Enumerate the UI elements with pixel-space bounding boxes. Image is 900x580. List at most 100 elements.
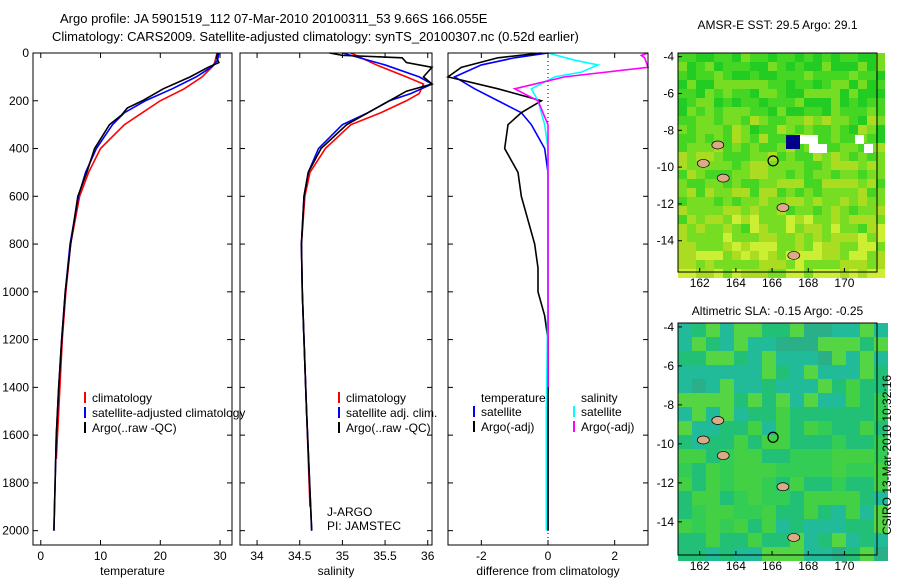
map-cell bbox=[750, 89, 759, 98]
map-cell bbox=[705, 80, 714, 89]
map-cell bbox=[734, 491, 748, 505]
map-cell bbox=[804, 71, 813, 80]
map-cell bbox=[696, 242, 705, 251]
map-cell bbox=[777, 197, 786, 206]
map-cell bbox=[858, 197, 867, 206]
map-cell bbox=[776, 505, 790, 519]
map-cell bbox=[723, 188, 732, 197]
map-cell bbox=[705, 125, 714, 134]
map-cell bbox=[759, 125, 768, 134]
map-cell bbox=[762, 533, 776, 547]
map-cell bbox=[768, 242, 777, 251]
map-cell bbox=[748, 365, 762, 379]
map-cell bbox=[795, 188, 804, 197]
map-cell bbox=[696, 107, 705, 116]
y-tick-label: 1400 bbox=[2, 380, 29, 394]
map-cell bbox=[777, 233, 786, 242]
map-cell bbox=[849, 62, 858, 71]
map-cell bbox=[714, 161, 723, 170]
map-cell bbox=[840, 143, 849, 152]
map-cell bbox=[678, 365, 692, 379]
map-cell bbox=[867, 251, 876, 260]
map-cell bbox=[750, 134, 759, 143]
map-cell bbox=[860, 547, 874, 561]
map-cell bbox=[706, 547, 720, 561]
map-cell bbox=[759, 143, 768, 152]
y-tick-label: 200 bbox=[9, 94, 29, 108]
map-cell bbox=[720, 491, 734, 505]
map-cell bbox=[876, 269, 885, 278]
map-cell bbox=[741, 215, 750, 224]
map-cell bbox=[678, 179, 687, 188]
map-cell bbox=[818, 337, 832, 351]
map-cell bbox=[786, 215, 795, 224]
map-cell bbox=[846, 351, 860, 365]
map-cell bbox=[687, 62, 696, 71]
missing-data-cell bbox=[855, 135, 864, 144]
map-cell bbox=[813, 80, 822, 89]
map-cell bbox=[759, 98, 768, 107]
map-cell bbox=[858, 269, 867, 278]
map-cell bbox=[822, 215, 831, 224]
map-cell bbox=[678, 435, 692, 449]
map-cell bbox=[759, 71, 768, 80]
map-cell bbox=[723, 80, 732, 89]
map-cell bbox=[714, 251, 723, 260]
map-cell bbox=[706, 491, 720, 505]
map-cell bbox=[804, 242, 813, 251]
map-cell bbox=[795, 269, 804, 278]
map-cell bbox=[734, 505, 748, 519]
map-cell bbox=[867, 80, 876, 89]
x-tick-label: 164 bbox=[726, 559, 746, 573]
map-cell bbox=[723, 143, 732, 152]
map-cell bbox=[732, 224, 741, 233]
map-cell bbox=[705, 71, 714, 80]
missing-data-cell bbox=[809, 144, 818, 153]
map-cell bbox=[768, 260, 777, 269]
map-cell bbox=[734, 463, 748, 477]
map-cell bbox=[831, 215, 840, 224]
map-cell bbox=[748, 337, 762, 351]
map-cell bbox=[813, 188, 822, 197]
map-cell bbox=[678, 98, 687, 107]
map-cell bbox=[714, 71, 723, 80]
legend-label: satellite bbox=[481, 405, 522, 419]
map-cell bbox=[706, 393, 720, 407]
map-cell bbox=[804, 197, 813, 206]
map-cell bbox=[832, 533, 846, 547]
map-cell bbox=[831, 89, 840, 98]
map-cell bbox=[795, 233, 804, 242]
map-cell bbox=[795, 125, 804, 134]
legend-label: climatology bbox=[92, 391, 152, 405]
map-cell bbox=[867, 179, 876, 188]
map-cell bbox=[876, 215, 885, 224]
map-cell bbox=[748, 477, 762, 491]
map-cell bbox=[678, 161, 687, 170]
map-cell bbox=[696, 125, 705, 134]
map-cell bbox=[748, 407, 762, 421]
map-cell bbox=[687, 125, 696, 134]
axes-frame bbox=[239, 52, 433, 546]
map-cell bbox=[822, 179, 831, 188]
map-cell bbox=[860, 393, 874, 407]
map-cell bbox=[714, 53, 723, 62]
map-cell bbox=[759, 242, 768, 251]
map-cell bbox=[762, 463, 776, 477]
map-cell bbox=[692, 533, 706, 547]
map-cell bbox=[776, 449, 790, 463]
map-cell bbox=[750, 152, 759, 161]
map-cell bbox=[840, 260, 849, 269]
map-cell bbox=[750, 188, 759, 197]
map-cell bbox=[858, 179, 867, 188]
map-cell bbox=[804, 251, 813, 260]
map-cell bbox=[777, 260, 786, 269]
map-cell bbox=[776, 379, 790, 393]
map-cell bbox=[822, 170, 831, 179]
map-cell bbox=[867, 125, 876, 134]
legend-label: satellite-adjusted climatology bbox=[92, 406, 245, 420]
map-cell bbox=[876, 188, 885, 197]
map-cell bbox=[831, 197, 840, 206]
map-cell bbox=[768, 224, 777, 233]
map-cell bbox=[714, 116, 723, 125]
